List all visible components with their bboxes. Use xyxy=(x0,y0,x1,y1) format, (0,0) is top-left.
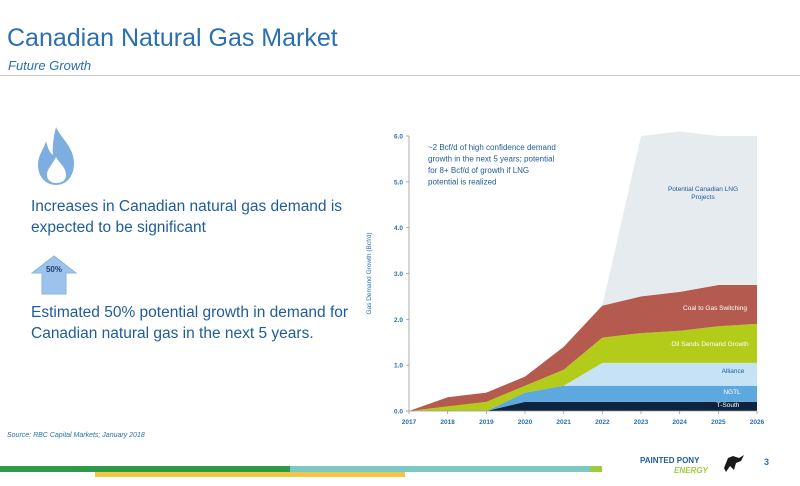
footer-bar-green xyxy=(0,466,290,472)
series-area-5 xyxy=(409,131,757,411)
annotation-line-3: potential is realized xyxy=(428,178,496,187)
up-arrow-icon xyxy=(30,255,78,295)
y-tick-label-1: 1.0 xyxy=(394,363,403,370)
series-area-2 xyxy=(409,362,757,411)
footer-bar-lime xyxy=(590,466,602,472)
annotation-line-1: growth in the next 5 years; potential xyxy=(428,155,555,164)
series-area-1 xyxy=(409,385,757,411)
growth-badge: 50% xyxy=(45,265,62,274)
series-label-1: NGTL xyxy=(723,389,741,396)
y-tick-label-4: 4.0 xyxy=(394,225,403,232)
series-area-3 xyxy=(409,323,757,411)
x-tick-label-2: 2019 xyxy=(479,419,494,426)
source-note: Source: RBC Capital Markets; January 201… xyxy=(7,432,145,439)
title-divider xyxy=(0,75,800,76)
demand-statement: Increases in Canadian natural gas demand… xyxy=(31,198,343,236)
series-label-0: T-South xyxy=(717,402,740,409)
y-tick-label-0: 0.0 xyxy=(394,409,403,416)
x-tick-label-1: 2018 xyxy=(440,419,455,426)
x-tick-label-5: 2022 xyxy=(595,419,610,426)
flame-icon xyxy=(38,127,74,185)
series-label-5: Potential Canadian LNG Projects xyxy=(668,186,738,201)
y-tick-label-5: 5.0 xyxy=(394,179,403,186)
page-subtitle: Future Growth xyxy=(8,58,92,73)
x-tick-label-6: 2023 xyxy=(634,419,649,426)
page-number: 3 xyxy=(764,457,770,467)
series-area-0 xyxy=(409,401,757,411)
horse-logo-icon xyxy=(724,455,744,472)
x-tick-label-3: 2020 xyxy=(518,419,533,426)
x-tick-label-0: 2017 xyxy=(402,419,417,426)
y-axis-label: Gas Demand Growth (Bcf/d) xyxy=(366,233,373,315)
series-area-4 xyxy=(409,284,757,411)
annotation-line-2: for 8+ Bcf/d of growth if LNG xyxy=(428,166,529,175)
page-title: Canadian Natural Gas Market xyxy=(7,24,338,52)
footer-bar-teal xyxy=(290,466,590,472)
footer-bar-yellow xyxy=(95,472,405,477)
logo-text-bottom: ENERGY xyxy=(674,466,708,475)
series-label-4: Coal to Gas Switching xyxy=(683,305,747,312)
x-tick-label-8: 2025 xyxy=(711,419,726,426)
logo-text-top: PAINTED PONY xyxy=(640,456,700,465)
series-label-2: Alliance xyxy=(722,368,745,375)
company-logo: PAINTED PONY ENERGY xyxy=(640,455,744,475)
x-tick-label-7: 2024 xyxy=(672,419,687,426)
x-tick-label-9: 2026 xyxy=(750,419,765,426)
demand-growth-chart: 0.0 1.0 2.0 3.0 4.0 5.0 6.0 2017 2018 2019 2020 202… xyxy=(366,131,765,426)
annotation-line-0: ~2 Bcf/d of high confidence demand xyxy=(428,143,556,152)
series-label-3: Oil Sands Demand Growth xyxy=(671,341,749,348)
y-tick-label-6: 6.0 xyxy=(394,134,403,141)
growth-statement: Estimated 50% potential growth in demand… xyxy=(31,304,349,342)
y-tick-label-2: 2.0 xyxy=(394,317,403,324)
x-tick-label-4: 2021 xyxy=(556,419,571,426)
y-tick-label-3: 3.0 xyxy=(394,271,403,278)
